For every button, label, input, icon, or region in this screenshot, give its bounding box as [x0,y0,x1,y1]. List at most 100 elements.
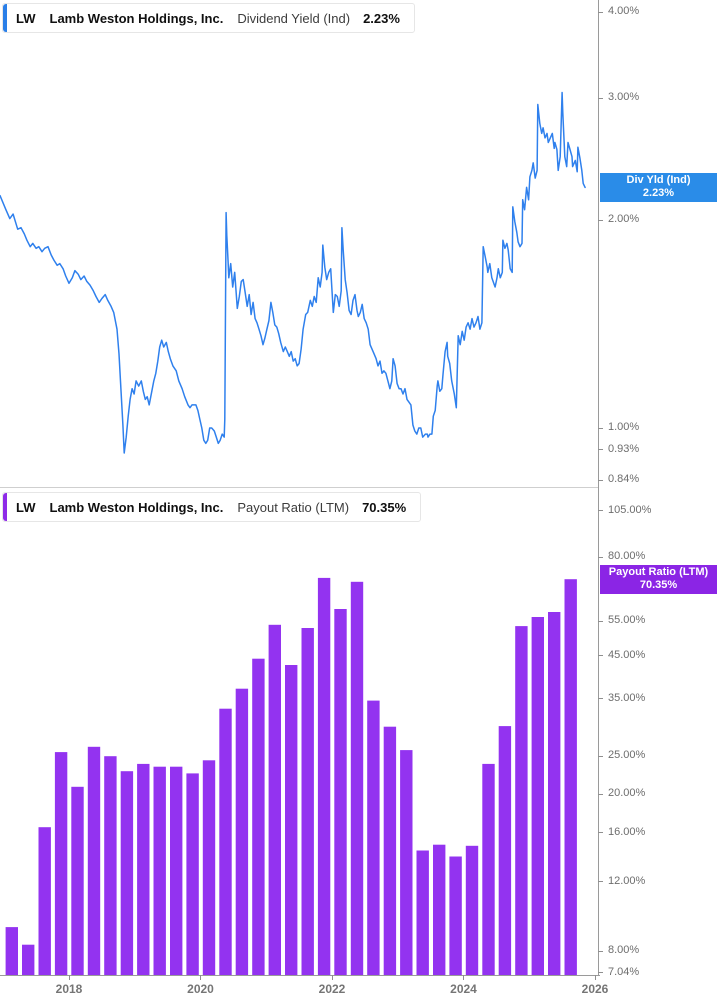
payout-ratio-bar[interactable] [498,726,512,976]
payout-ratio-bar[interactable] [202,760,216,976]
y-axis-tick-label: 80.00% [608,550,646,563]
payout-ratio-bar[interactable] [219,708,232,976]
payout-ratio-bar[interactable] [400,750,413,976]
x-axis-tick [200,975,201,980]
y-axis-tick [598,793,603,795]
payout-ratio-bar[interactable] [367,700,380,976]
badge-value: 70.35% [639,579,678,592]
x-axis-tick-label: 2026 [581,982,609,996]
y-axis-tick-label: 0.93% [608,442,640,455]
x-axis-tick-label: 2022 [318,982,346,996]
y-axis-tick [598,510,603,512]
x-axis-tick [594,975,596,980]
payout-ratio-bar[interactable] [153,766,166,976]
payout-ratio-bar[interactable] [71,786,84,976]
metric-name: Dividend Yield (Ind) [237,10,351,26]
payout-ratio-bar[interactable] [482,763,495,976]
y-axis-tick [598,11,603,13]
payout-ratio-bar[interactable] [383,726,397,976]
x-axis-tick [331,975,333,980]
y-axis-tick-label: 45.00% [608,648,646,661]
y-axis-tick [598,655,603,657]
payout-ratio-bar[interactable] [235,688,249,976]
y-axis-tick [598,755,603,757]
payout-ratio-bar[interactable] [186,773,199,976]
y-axis-tick [598,97,603,99]
y-axis-tick [598,620,603,622]
payout-ratio-bar[interactable] [548,612,561,976]
ticker-symbol: LW [16,499,36,515]
payout-ratio-legend[interactable]: LW Lamb Weston Holdings, Inc. Payout Rat… [2,492,422,522]
payout-ratio-bar[interactable] [22,944,35,976]
payout-ratio-bar[interactable] [285,665,298,976]
y-axis-tick [598,881,603,883]
y-axis-tick-label: 55.00% [608,614,646,627]
payout-ratio-bar[interactable] [252,658,265,976]
dividend-yield-line[interactable] [0,91,586,454]
payout-ratio-bar[interactable] [120,771,134,976]
payout-ratio-bar[interactable] [317,577,331,976]
legend-accent-bar [3,4,7,32]
company-name: Lamb Weston Holdings, Inc. [49,499,224,515]
payout-ratio-bar[interactable] [433,844,446,976]
y-axis-tick-label: 8.00% [608,944,640,956]
x-axis-tick [68,975,70,980]
metric-value: 70.35% [362,499,407,515]
ticker-symbol: LW [16,10,36,26]
bottom-axis-line [0,975,600,976]
metric-name: Payout Ratio (LTM) [237,499,350,515]
payout-ratio-bar[interactable] [104,756,117,976]
y-axis-tick [598,449,603,451]
y-axis-tick [598,972,603,974]
dividend-yield-legend[interactable]: LW Lamb Weston Holdings, Inc. Dividend Y… [2,3,415,33]
y-axis-tick-label: 4.00% [608,5,640,18]
payout-ratio-bar[interactable] [334,609,347,976]
y-axis-tick [598,556,603,558]
payout-ratio-bar[interactable] [416,850,429,976]
payout-ratio-bar[interactable] [170,766,183,976]
payout-ratio-bar[interactable] [38,827,51,976]
y-axis-tick-label: 25.00% [608,749,646,762]
payout-ratio-bars[interactable] [5,577,577,976]
payout-ratio-bar[interactable] [87,746,101,976]
x-axis-tick [463,975,464,980]
y-axis-tick [598,832,603,833]
y-axis-tick [598,479,603,481]
payout-ratio-bar[interactable] [531,617,544,976]
payout-ratio-bar[interactable] [449,856,462,976]
payout-ratio-bar[interactable] [465,845,479,976]
y-axis-tick-label: 3.00% [608,91,640,104]
metric-value: 2.23% [363,10,400,26]
y-axis-tick [598,698,603,700]
x-axis-tick-label: 2024 [450,982,477,996]
badge-value: 2.23% [642,187,675,200]
company-name: Lamb Weston Holdings, Inc. [49,10,224,26]
payout-ratio-bar[interactable] [515,626,528,976]
y-axis-tick-label: 1.00% [608,421,640,433]
payout-ratio-bar[interactable] [564,579,577,976]
payout-ratio-bar[interactable] [350,581,364,976]
legend-accent-bar [3,493,7,521]
div-yld-last-value-badge: Div Yld (Ind) 2.23% [600,172,717,202]
y-axis-tick-label: 12.00% [608,874,646,887]
y-axis-tick-label: 16.00% [608,825,646,838]
y-axis-tick-label: 20.00% [608,787,646,800]
y-axis-tick-label: 0.84% [608,473,640,486]
badge-title: Div Yld (Ind) [626,174,691,187]
x-axis-tick-label: 2018 [55,982,83,996]
y-axis-tick [598,219,603,221]
y-axis-tick-label: 2.00% [608,213,640,226]
payout-ratio-bar[interactable] [5,927,18,976]
y-axis-tick-label: 35.00% [608,691,646,704]
payout-ratio-last-value-badge: Payout Ratio (LTM) 70.35% [600,564,717,594]
badge-title: Payout Ratio (LTM) [608,566,709,579]
payout-ratio-bar[interactable] [54,752,68,976]
payout-ratio-bar[interactable] [268,624,281,976]
payout-ratio-bar[interactable] [137,763,150,976]
payout-ratio-bar[interactable] [301,628,314,976]
y-axis-tick [598,427,603,429]
y-axis-tick-label: 105.00% [608,503,652,516]
right-axis-line [598,0,599,976]
